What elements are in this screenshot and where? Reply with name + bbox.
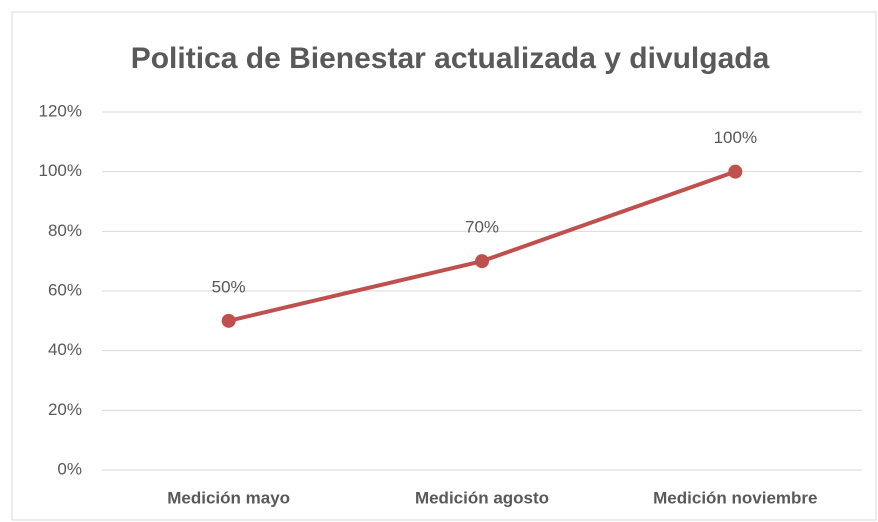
- y-tick-label: 80%: [48, 221, 82, 240]
- data-point: [475, 254, 489, 269]
- y-tick-label: 100%: [39, 161, 82, 180]
- y-tick-label: 20%: [48, 400, 82, 419]
- data-label: 70%: [465, 218, 499, 237]
- x-tick-label: Medición mayo: [167, 488, 290, 507]
- chart-frame: [11, 11, 877, 521]
- y-tick-label: 40%: [48, 340, 82, 359]
- data-label: 50%: [212, 277, 246, 296]
- chart-title: Politica de Bienestar actualizada y divu…: [131, 42, 770, 75]
- x-tick-label: Medición noviembre: [653, 488, 817, 507]
- y-tick-label: 0%: [57, 459, 82, 478]
- data-point: [221, 313, 236, 328]
- x-tick-label: Medición agosto: [415, 488, 549, 507]
- data-point: [728, 164, 743, 179]
- y-tick-label: 120%: [39, 101, 82, 120]
- data-label: 100%: [714, 128, 757, 147]
- y-tick-label: 60%: [48, 280, 82, 299]
